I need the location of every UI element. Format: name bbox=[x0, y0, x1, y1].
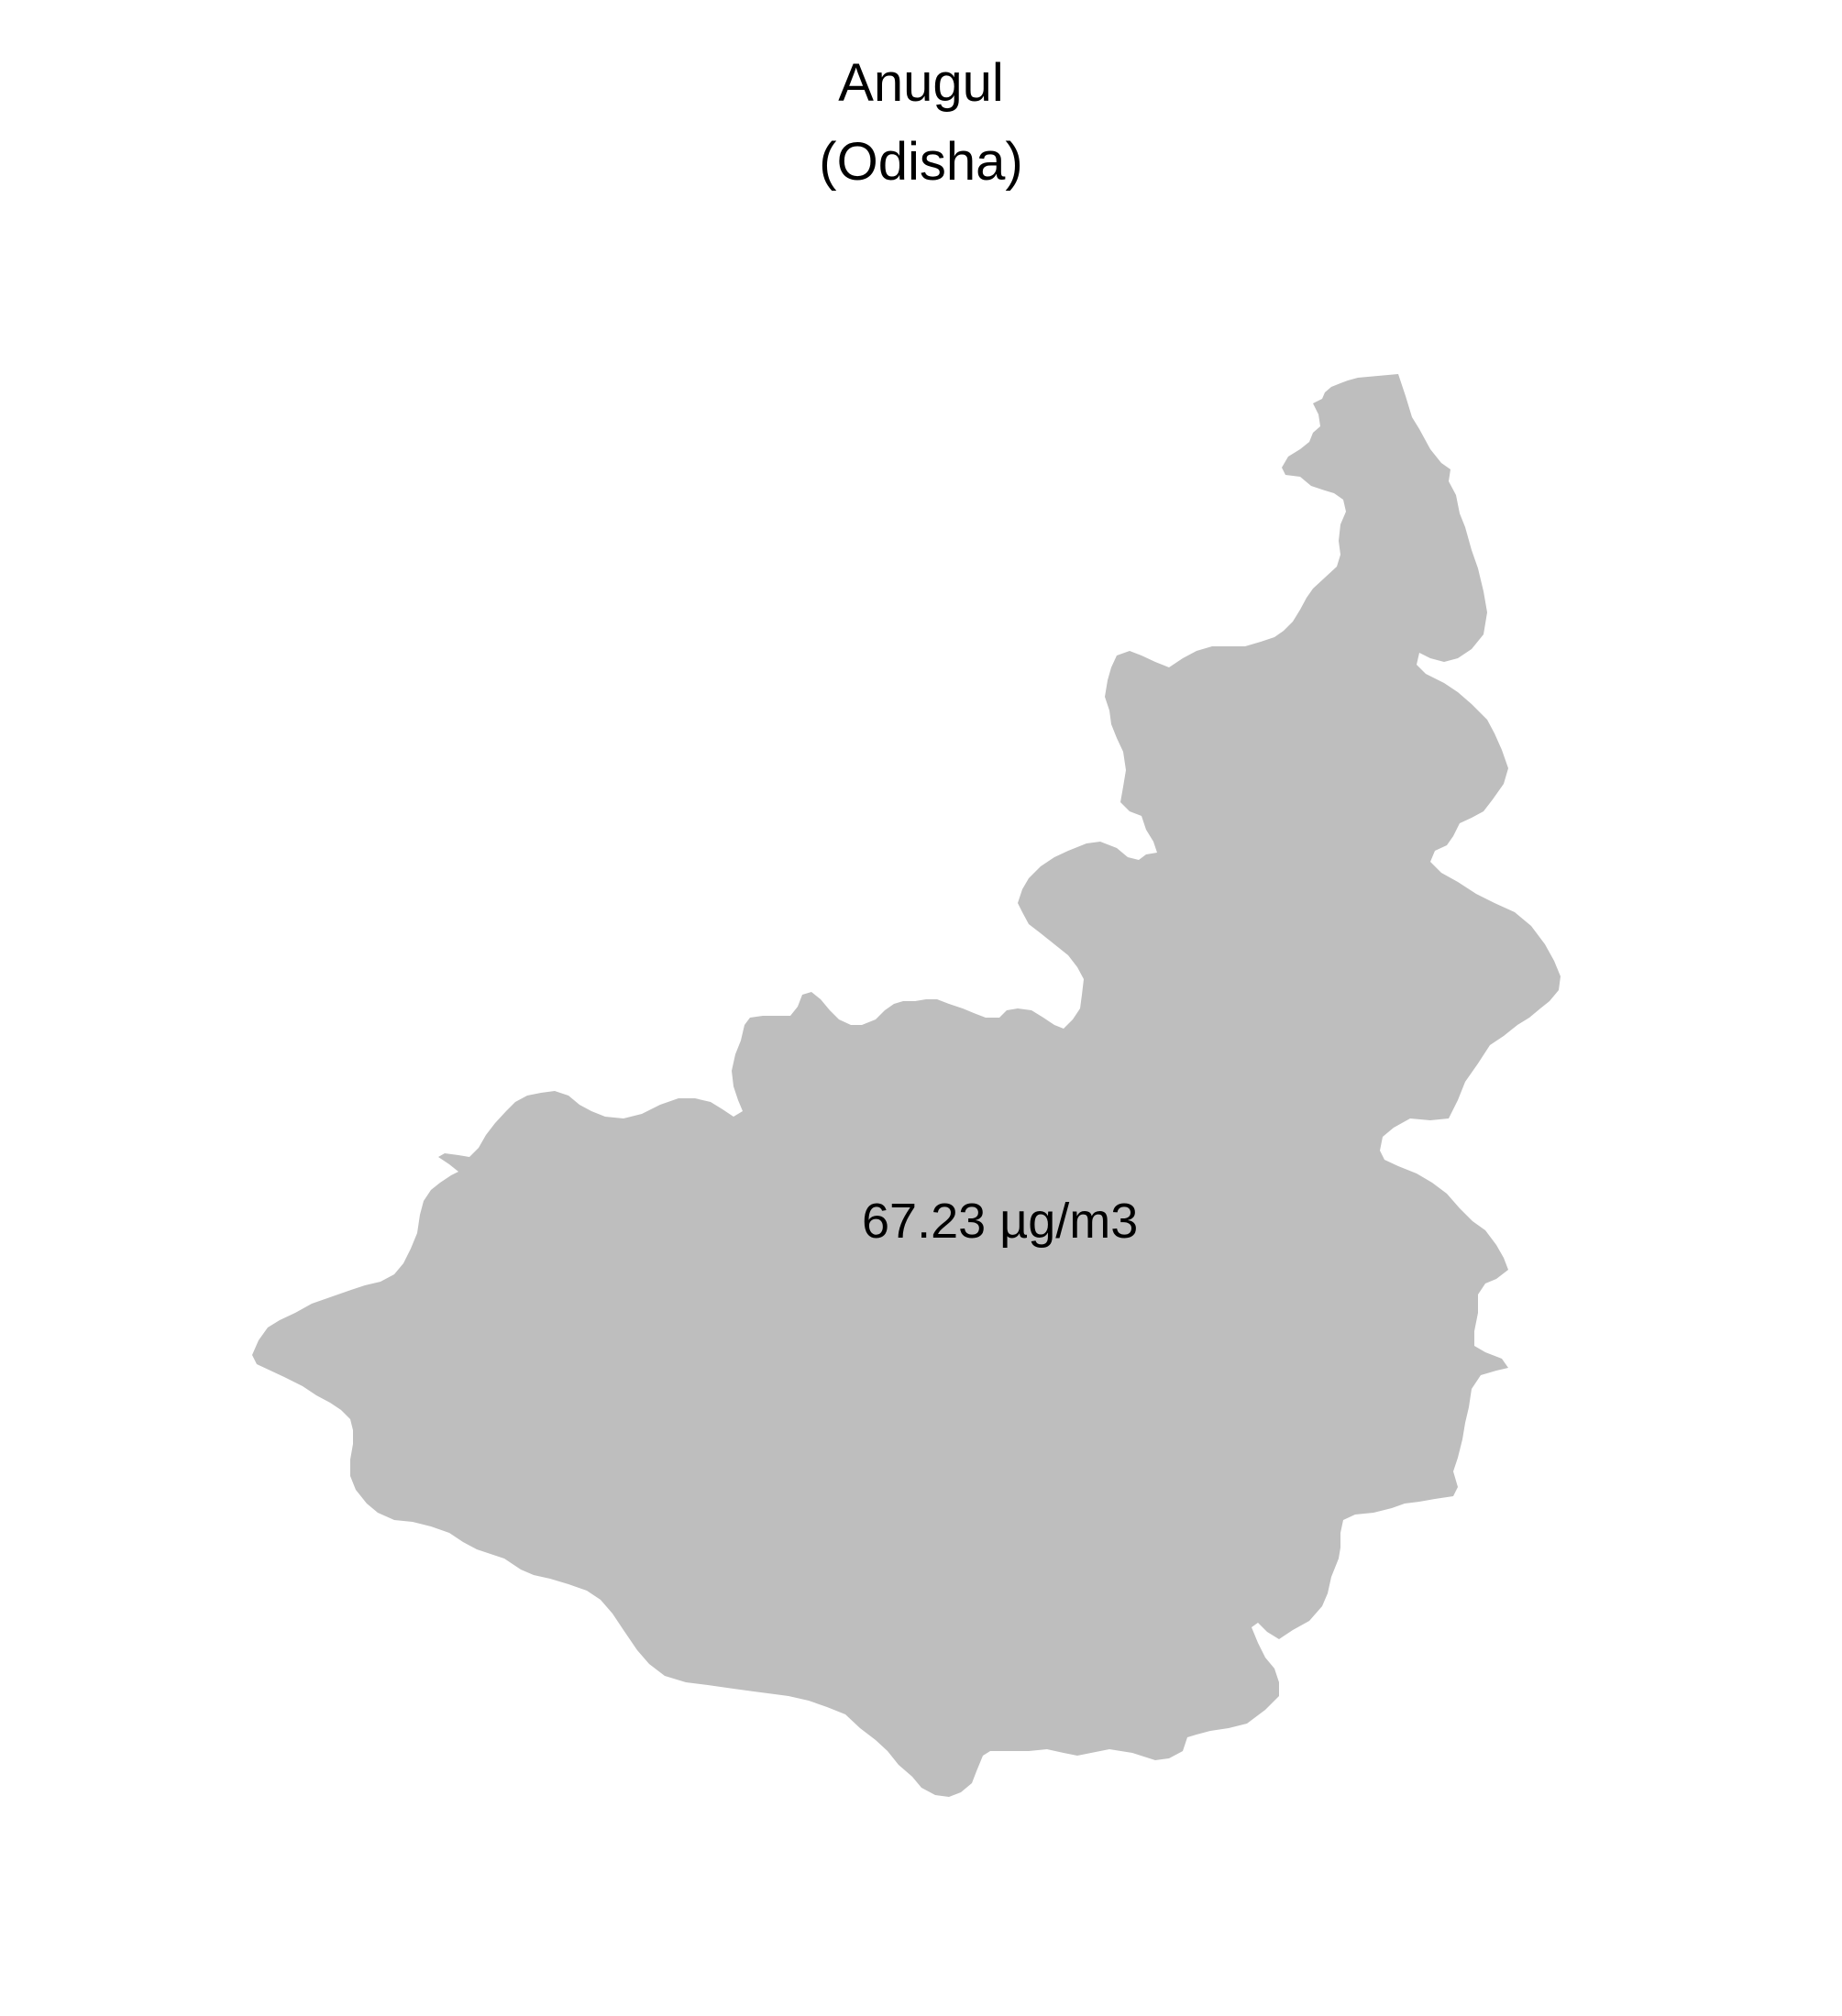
district-shape-anugul bbox=[252, 374, 1561, 1797]
map-title: Anugul bbox=[838, 53, 1004, 113]
district-value-label: 67.23 µg/m3 bbox=[862, 1194, 1139, 1249]
map-subtitle: (Odisha) bbox=[819, 132, 1023, 192]
